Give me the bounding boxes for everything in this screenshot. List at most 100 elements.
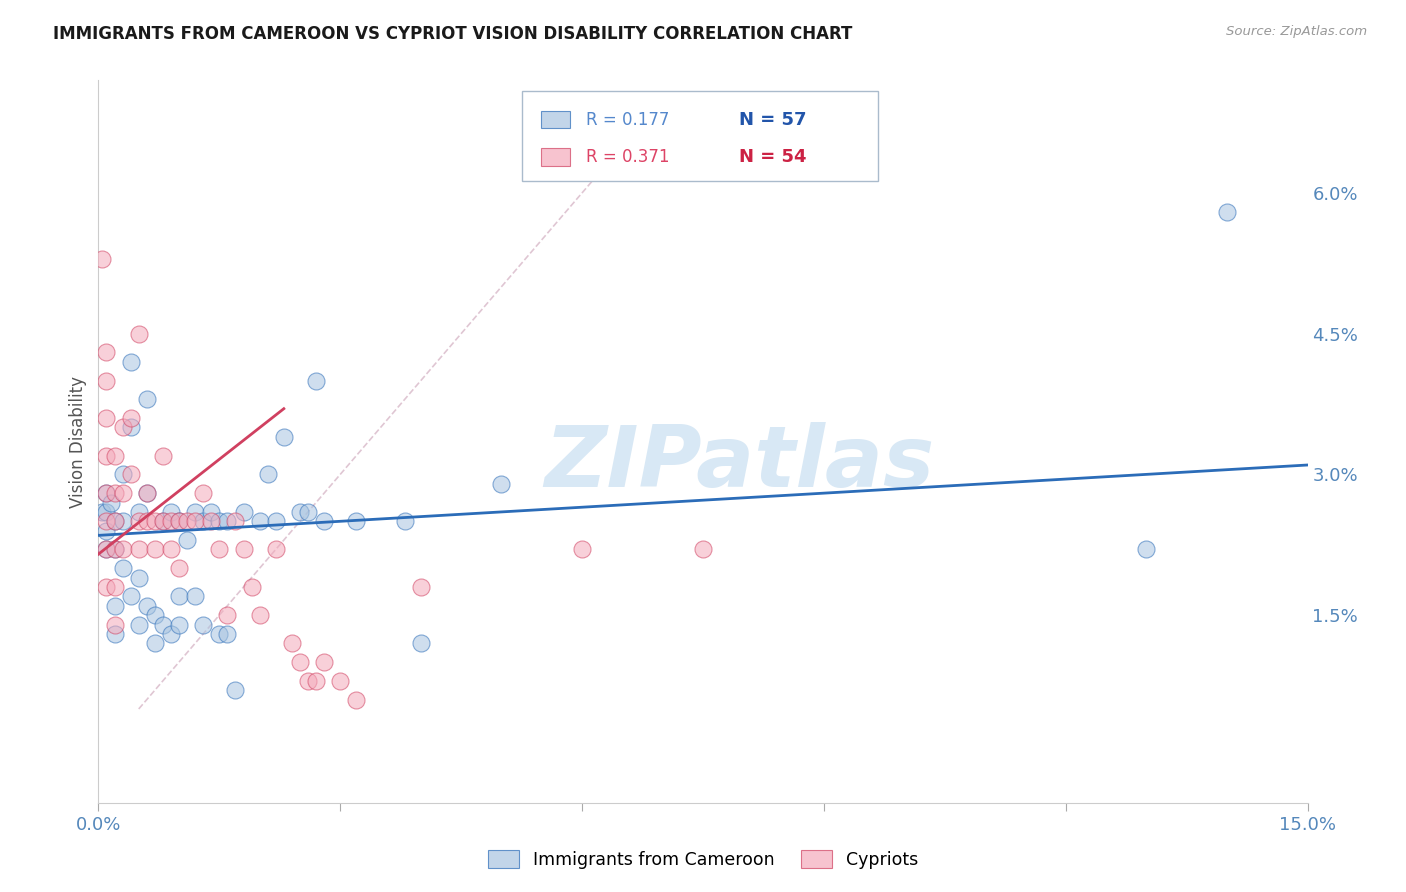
- Immigrants from Cameroon: [135, 392, 157, 407]
- Immigrants from Cameroon: [111, 514, 134, 528]
- Immigrants from Cameroon: [143, 608, 166, 623]
- Immigrants from Cameroon: [120, 420, 142, 434]
- Text: ZIPatlas: ZIPatlas: [544, 422, 935, 505]
- Immigrants from Cameroon: [152, 514, 174, 528]
- Cypriots: [96, 449, 118, 463]
- Immigrants from Cameroon: [91, 505, 114, 519]
- Cypriots: [344, 692, 367, 706]
- Cypriots: [184, 514, 207, 528]
- Cypriots: [143, 514, 166, 528]
- Immigrants from Cameroon: [167, 590, 190, 604]
- Cypriots: [96, 411, 118, 425]
- Immigrants from Cameroon: [305, 374, 328, 388]
- Cypriots: [96, 580, 118, 594]
- Cypriots: [152, 514, 174, 528]
- Immigrants from Cameroon: [111, 561, 134, 575]
- Cypriots: [96, 542, 118, 557]
- Text: IMMIGRANTS FROM CAMEROON VS CYPRIOT VISION DISABILITY CORRELATION CHART: IMMIGRANTS FROM CAMEROON VS CYPRIOT VISI…: [53, 25, 853, 43]
- Text: R = 0.371: R = 0.371: [586, 148, 669, 166]
- Immigrants from Cameroon: [232, 505, 254, 519]
- Cypriots: [217, 608, 239, 623]
- Cypriots: [103, 580, 125, 594]
- Cypriots: [305, 673, 328, 688]
- Cypriots: [96, 486, 118, 500]
- Immigrants from Cameroon: [288, 505, 311, 519]
- Immigrants from Cameroon: [217, 627, 239, 641]
- Immigrants from Cameroon: [160, 505, 183, 519]
- Cypriots: [120, 411, 142, 425]
- Cypriots: [128, 514, 150, 528]
- Immigrants from Cameroon: [256, 467, 278, 482]
- Cypriots: [160, 542, 183, 557]
- Immigrants from Cameroon: [135, 486, 157, 500]
- Cypriots: [120, 467, 142, 482]
- Immigrants from Cameroon: [120, 355, 142, 369]
- Text: N = 54: N = 54: [740, 148, 807, 166]
- Cypriots: [152, 449, 174, 463]
- Cypriots: [91, 252, 114, 266]
- Immigrants from Cameroon: [100, 495, 122, 509]
- Cypriots: [200, 514, 222, 528]
- Cypriots: [232, 542, 254, 557]
- Immigrants from Cameroon: [96, 524, 118, 538]
- Cypriots: [103, 542, 125, 557]
- Text: N = 57: N = 57: [740, 111, 807, 128]
- Cypriots: [208, 542, 231, 557]
- Immigrants from Cameroon: [167, 617, 190, 632]
- Cypriots: [167, 514, 190, 528]
- Immigrants from Cameroon: [128, 571, 150, 585]
- Cypriots: [409, 580, 432, 594]
- FancyBboxPatch shape: [541, 148, 569, 166]
- Immigrants from Cameroon: [208, 514, 231, 528]
- FancyBboxPatch shape: [541, 111, 569, 128]
- Cypriots: [160, 514, 183, 528]
- Cypriots: [111, 542, 134, 557]
- Immigrants from Cameroon: [224, 683, 246, 698]
- Immigrants from Cameroon: [96, 542, 118, 557]
- Immigrants from Cameroon: [128, 617, 150, 632]
- Immigrants from Cameroon: [249, 514, 271, 528]
- Cypriots: [264, 542, 287, 557]
- Cypriots: [224, 514, 246, 528]
- Cypriots: [240, 580, 263, 594]
- Cypriots: [128, 326, 150, 341]
- Cypriots: [96, 374, 118, 388]
- Cypriots: [128, 542, 150, 557]
- Cypriots: [143, 542, 166, 557]
- Immigrants from Cameroon: [297, 505, 319, 519]
- Immigrants from Cameroon: [103, 627, 125, 641]
- Cypriots: [176, 514, 198, 528]
- Immigrants from Cameroon: [273, 430, 295, 444]
- Cypriots: [193, 486, 215, 500]
- Cypriots: [135, 514, 157, 528]
- Immigrants from Cameroon: [1135, 542, 1157, 557]
- Cypriots: [111, 420, 134, 434]
- Cypriots: [96, 345, 118, 359]
- Cypriots: [571, 542, 593, 557]
- Immigrants from Cameroon: [409, 636, 432, 650]
- Immigrants from Cameroon: [128, 505, 150, 519]
- Y-axis label: Vision Disability: Vision Disability: [69, 376, 87, 508]
- Cypriots: [288, 655, 311, 669]
- Cypriots: [103, 486, 125, 500]
- Immigrants from Cameroon: [111, 467, 134, 482]
- Immigrants from Cameroon: [344, 514, 367, 528]
- Cypriots: [692, 542, 714, 557]
- FancyBboxPatch shape: [522, 91, 879, 181]
- Immigrants from Cameroon: [96, 486, 118, 500]
- Cypriots: [103, 514, 125, 528]
- Immigrants from Cameroon: [160, 627, 183, 641]
- Cypriots: [249, 608, 271, 623]
- Immigrants from Cameroon: [135, 599, 157, 613]
- Immigrants from Cameroon: [152, 617, 174, 632]
- Legend: Immigrants from Cameroon, Cypriots: Immigrants from Cameroon, Cypriots: [481, 844, 925, 876]
- Immigrants from Cameroon: [193, 514, 215, 528]
- Cypriots: [103, 617, 125, 632]
- Cypriots: [314, 655, 336, 669]
- Immigrants from Cameroon: [1216, 204, 1239, 219]
- Immigrants from Cameroon: [184, 505, 207, 519]
- Text: Source: ZipAtlas.com: Source: ZipAtlas.com: [1226, 25, 1367, 38]
- Immigrants from Cameroon: [103, 542, 125, 557]
- Cypriots: [329, 673, 352, 688]
- Immigrants from Cameroon: [167, 514, 190, 528]
